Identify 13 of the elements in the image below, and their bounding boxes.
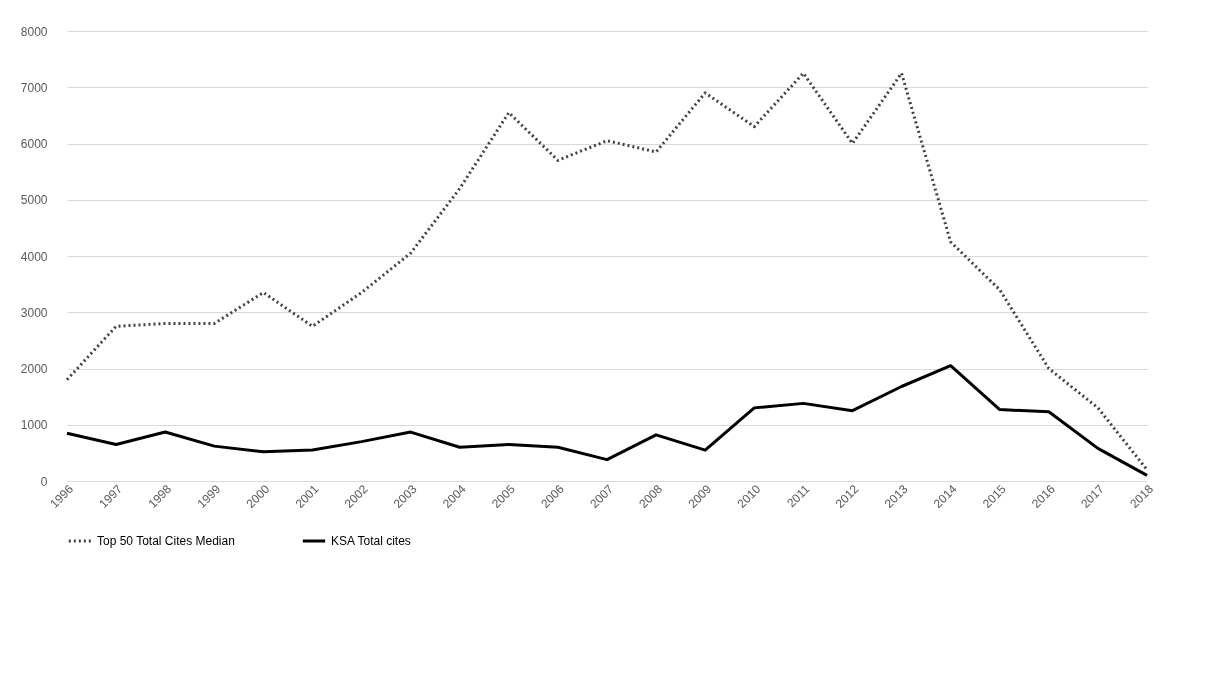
y-tick-label: 7000 — [20, 80, 48, 95]
y-tick-label: 4000 — [20, 249, 48, 264]
legend-label: KSA Total cites — [331, 534, 411, 548]
legend-label: Top 50 Total Cites Median — [97, 534, 235, 548]
y-tick-label: 8000 — [20, 24, 48, 39]
y-tick-label: 1000 — [20, 418, 48, 433]
y-tick-label: 5000 — [20, 193, 48, 208]
y-tick-label: 3000 — [20, 305, 48, 320]
y-tick-label: 2000 — [20, 362, 48, 376]
y-tick-label: 6000 — [20, 137, 48, 151]
y-tick-label: 0 — [40, 474, 48, 489]
line-series — [65, 71, 1149, 472]
line-series — [65, 364, 1149, 477]
